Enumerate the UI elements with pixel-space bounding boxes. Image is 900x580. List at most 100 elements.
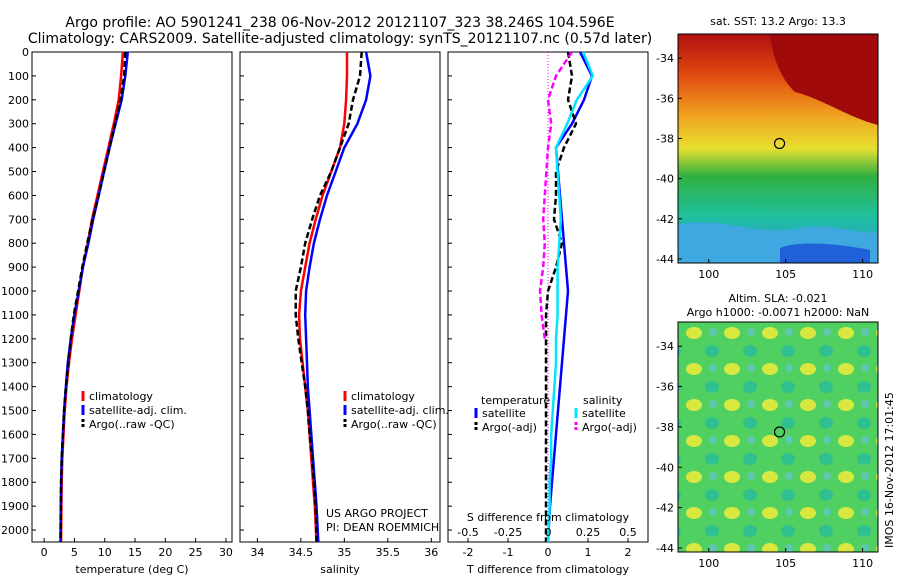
x-tick-label: 34 <box>250 546 264 559</box>
x2-tick-label: -0.5 <box>457 526 478 539</box>
legend-label: satellite-adj. clim. <box>89 404 187 417</box>
x2-tick-label: 0.5 <box>619 526 637 539</box>
legend-label: Argo(-adj) <box>582 421 637 434</box>
x-tick-label: -2 <box>463 546 474 559</box>
map-x-tick-label: 110 <box>852 268 873 281</box>
y-tick-label: 2000 <box>1 524 29 537</box>
legend-label: satellite <box>582 407 626 420</box>
series-line <box>544 51 578 542</box>
legend-header: salinity <box>583 394 623 407</box>
y-tick-label: 900 <box>8 261 29 274</box>
sst-warm-core <box>770 34 878 125</box>
project-note-line1: US ARGO PROJECT <box>326 507 428 520</box>
x-tick-label: 20 <box>158 546 172 559</box>
x-tick-label: 5 <box>71 546 78 559</box>
map-y-tick-label: -36 <box>656 381 674 394</box>
sla-map-title-line2: Argo h1000: -0.0071 h2000: NaN <box>687 306 870 319</box>
sla-map-title-line1: Altim. SLA: -0.021 <box>728 292 827 305</box>
y-tick-label: 1800 <box>1 476 29 489</box>
map-y-tick-label: -40 <box>656 173 674 186</box>
figure-title-line2: Climatology: CARS2009. Satellite-adjuste… <box>28 31 652 47</box>
legend-label: satellite <box>482 407 526 420</box>
profile-panels: 0100200300400500600700800900100011001200… <box>1 46 649 576</box>
legend-header: temperature <box>481 394 550 407</box>
legend-label: climatology <box>351 390 415 403</box>
series-line <box>538 51 574 339</box>
map-frame <box>677 33 879 264</box>
x-tick-label: 36 <box>424 546 438 559</box>
x-tick-label: 30 <box>219 546 233 559</box>
sst-map: sat. SST: 13.2 Argo: 13.3 100 105 110 -44 -4… <box>656 15 879 281</box>
map-y-tick-label: -34 <box>656 340 674 353</box>
x2-tick-label: 0 <box>545 526 552 539</box>
map-y-tick-label: -36 <box>656 92 674 105</box>
x-tick-label: 2 <box>625 546 632 559</box>
y-tick-label: 0 <box>22 46 29 59</box>
x2-tick-label: -0.25 <box>494 526 522 539</box>
x-tick-label: 35.5 <box>376 546 401 559</box>
map-y-tick-label: -42 <box>656 213 674 226</box>
sla-map: Altim. SLA: -0.021 Argo h1000: -0.0071 h… <box>656 292 879 570</box>
map-x-tick-label: 105 <box>775 268 796 281</box>
figure-title-line1: Argo profile: AO 5901241_238 06-Nov-2012… <box>65 15 614 31</box>
x-tick-label: 15 <box>128 546 142 559</box>
legend-label: Argo(..raw -QC) <box>351 418 437 431</box>
y-tick-label: 1700 <box>1 452 29 465</box>
map-y-tick-label: -38 <box>656 132 674 145</box>
legend-label: satellite-adj. clim. <box>351 404 449 417</box>
y-tick-label: 700 <box>8 213 29 226</box>
x-tick-label: 34.5 <box>289 546 314 559</box>
map-y-tick-label: -44 <box>656 542 674 555</box>
y-tick-label: 500 <box>8 166 29 179</box>
x-tick-label: -1 <box>503 546 514 559</box>
x2-axis-label: S difference from climatology <box>467 511 630 524</box>
series-line <box>546 51 595 543</box>
legend-label: Argo(..raw -QC) <box>89 418 175 431</box>
x-axis-label: T difference from climatology <box>466 563 629 576</box>
legend-label: climatology <box>89 390 153 403</box>
y-tick-label: 1900 <box>1 500 29 513</box>
map-x-tick-label: 100 <box>698 557 719 570</box>
series-line <box>59 51 127 543</box>
y-tick-label: 1000 <box>1 285 29 298</box>
x-axis-label: salinity <box>320 563 360 576</box>
argo-location-marker <box>773 426 786 438</box>
panel-temperature: 0100200300400500600700800900100011001200… <box>1 46 233 576</box>
x-axis-label: temperature (deg C) <box>75 563 188 576</box>
map-x-tick-label: 105 <box>775 557 796 570</box>
legend-label: Argo(-adj) <box>482 421 537 434</box>
map-y-tick-label: -44 <box>656 253 674 266</box>
panel-salinity: 34 34.5 35 35.5 36 salinity climatologysatelli… <box>239 51 449 576</box>
argo-location-marker <box>773 137 786 150</box>
y-tick-label: 800 <box>8 237 29 250</box>
x-tick-label: 25 <box>189 546 203 559</box>
salinity-frame <box>239 51 441 543</box>
y-tick-label: 1500 <box>1 405 29 418</box>
panel-difference: -2 -1 0 1 2 T difference from climatology temp… <box>447 51 649 576</box>
x2-tick-label: 0.25 <box>576 526 601 539</box>
y-tick-label: 1100 <box>1 309 29 322</box>
y-tick-label: 400 <box>8 142 29 155</box>
x-tick-label: 0 <box>545 546 552 559</box>
map-y-tick-label: -34 <box>656 52 674 65</box>
sst-map-title: sat. SST: 13.2 Argo: 13.3 <box>710 15 846 28</box>
map-y-tick-label: -40 <box>656 461 674 474</box>
map-y-tick-label: -42 <box>656 502 674 515</box>
x-tick-label: 1 <box>585 546 592 559</box>
x-tick-label: 35 <box>337 546 351 559</box>
x-tick-label: 0 <box>41 546 48 559</box>
series-line <box>294 51 363 543</box>
side-stamp: IMOS 16-Nov-2012 17:01:45 <box>883 392 896 548</box>
map-y-tick-label: -38 <box>656 421 674 434</box>
temperature-frame <box>31 51 233 543</box>
y-tick-label: 200 <box>8 94 29 107</box>
x-tick-label: 10 <box>98 546 112 559</box>
y-tick-label: 1300 <box>1 357 29 370</box>
y-tick-label: 1200 <box>1 333 29 346</box>
project-note-line2: PI: DEAN ROEMMICH <box>326 521 439 534</box>
sst-cold-spot <box>780 243 870 263</box>
y-tick-label: 300 <box>8 118 29 131</box>
map-frame <box>677 321 879 553</box>
map-x-tick-label: 110 <box>852 557 873 570</box>
